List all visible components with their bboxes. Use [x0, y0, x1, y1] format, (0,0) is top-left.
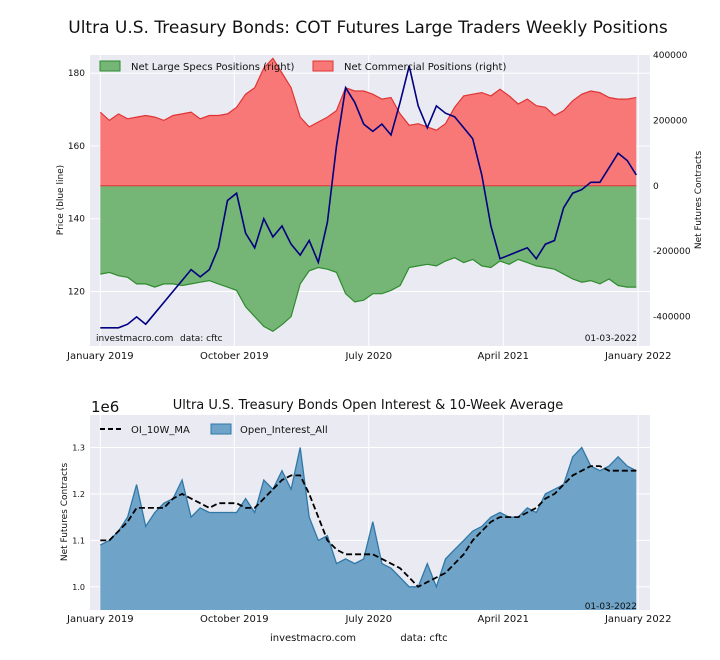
legend-swatch-commercial — [312, 60, 334, 72]
bottom-date-label: 01-03-2022 — [585, 602, 637, 612]
bottom-y-tick-label: 1.1 — [72, 536, 85, 545]
top-x-tick-label: July 2020 — [344, 351, 392, 362]
line-net-commercial — [99, 57, 637, 131]
line-net-large-specs — [100, 257, 637, 333]
area-net-large-specs — [100, 185, 637, 332]
top-date-label: 01-03-2022 — [585, 334, 637, 344]
legend-swatch-specs — [99, 60, 121, 72]
top-areas — [99, 57, 637, 333]
line-open-interest — [100, 446, 637, 589]
footer-source: data: cftc — [400, 633, 447, 644]
bottom-x-tick-label: January 2019 — [66, 614, 134, 625]
legend-label-specs: Net Large Specs Positions (right) — [131, 62, 295, 73]
top-left-ticks: 120 140 160 180 — [68, 69, 85, 297]
bottom-y-tick-label: 1.0 — [72, 583, 85, 592]
top-left-axis-label: Price (blue line) — [56, 165, 66, 235]
top-legend: Net Large Specs Positions (right) Net Co… — [99, 60, 506, 73]
top-left-tick-label: 160 — [68, 142, 85, 152]
top-right-axis-label: Net Futures Contracts — [694, 151, 704, 250]
legend-label-ma: OI_10W_MA — [131, 425, 190, 436]
bottom-x-tick-label: April 2021 — [478, 614, 529, 625]
bottom-x-tick-label: October 2019 — [200, 614, 269, 625]
bottom-axis-label: Net Futures Contracts — [60, 463, 70, 562]
top-right-ticks: -400000 -200000 0 200000 400000 — [653, 51, 691, 323]
top-left-tick-label: 180 — [68, 69, 85, 79]
bottom-legend: OI_10W_MA Open_Interest_All — [100, 423, 328, 436]
top-chart: 120 140 160 180 -400000 -200000 0 200000 400000… — [56, 51, 704, 362]
top-right-tick-label: -200000 — [653, 247, 691, 257]
legend-label-oi: Open_Interest_All — [240, 425, 328, 436]
top-x-tick-label: April 2021 — [478, 351, 529, 362]
bottom-y-tick-label: 1.3 — [72, 444, 85, 453]
top-right-tick-label: 400000 — [653, 51, 688, 61]
legend-label-commercial: Net Commercial Positions (right) — [344, 62, 506, 73]
top-left-tick-label: 140 — [68, 215, 85, 225]
line-price — [100, 65, 637, 329]
bottom-areas — [100, 446, 637, 610]
bottom-chart-title: Ultra U.S. Treasury Bonds Open Interest … — [173, 398, 564, 413]
bottom-x-tick-label: January 2022 — [604, 614, 672, 625]
top-x-tick-label: October 2019 — [200, 351, 269, 362]
top-x-tick-label: January 2019 — [66, 351, 134, 362]
bottom-y-ticks: 1.0 1.1 1.2 1.3 — [72, 444, 85, 592]
bottom-scale-label: 1e6 — [91, 398, 119, 416]
top-watermark-source: data: cftc — [180, 334, 223, 344]
top-right-tick-label: 0 — [653, 182, 659, 192]
bottom-x-ticks: January 2019 October 2019 July 2020 April 2… — [66, 614, 671, 625]
top-x-tick-label: January 2022 — [604, 351, 672, 362]
bottom-x-tick-label: July 2020 — [344, 614, 392, 625]
bottom-chart: Ultra U.S. Treasury Bonds Open Interest … — [60, 398, 671, 625]
area-net-commercial — [100, 58, 637, 186]
top-right-tick-label: -400000 — [653, 313, 691, 323]
top-right-tick-label: 200000 — [653, 116, 688, 126]
legend-swatch-oi — [210, 423, 232, 435]
top-watermark-site: investmacro.com — [96, 334, 173, 344]
line-oi-10w-ma — [100, 465, 637, 588]
top-left-tick-label: 120 — [68, 287, 85, 297]
footer-site: investmacro.com — [270, 633, 356, 644]
page-title: Ultra U.S. Treasury Bonds: COT Futures L… — [68, 18, 668, 38]
area-open-interest — [100, 447, 637, 610]
top-x-ticks: January 2019 October 2019 July 2020 April 2… — [66, 351, 671, 362]
bottom-y-tick-label: 1.2 — [72, 490, 85, 499]
